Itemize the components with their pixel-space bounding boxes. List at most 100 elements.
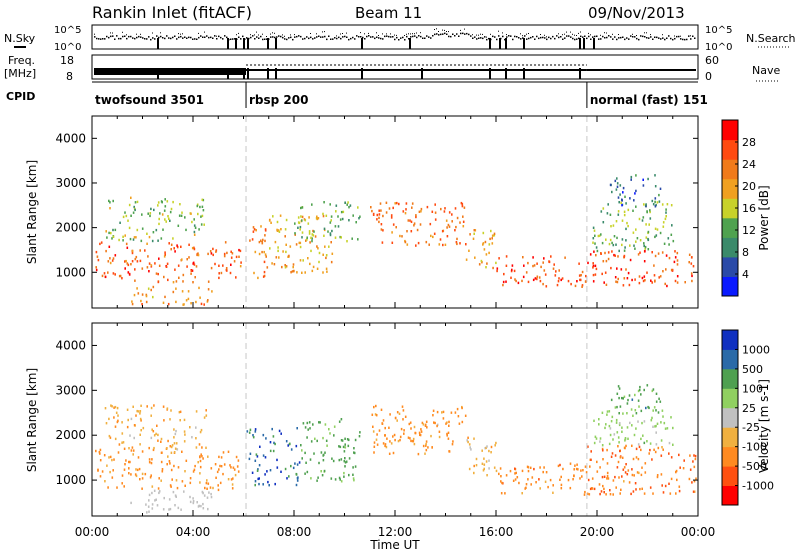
data-cell bbox=[173, 464, 175, 468]
data-cell bbox=[116, 406, 119, 410]
data-cell bbox=[104, 275, 107, 279]
data-cell bbox=[558, 277, 560, 280]
data-cell bbox=[297, 226, 299, 229]
data-cell bbox=[533, 467, 535, 471]
y-tick-label: 3000 bbox=[55, 176, 86, 190]
data-cell bbox=[564, 256, 566, 259]
data-cell bbox=[589, 465, 591, 468]
noise-sky-point bbox=[582, 36, 584, 38]
noise-sky-point bbox=[374, 37, 376, 40]
data-cell bbox=[636, 471, 639, 474]
data-cell bbox=[210, 266, 213, 270]
noise-sky-point bbox=[256, 36, 258, 38]
noise-search-point bbox=[570, 31, 571, 33]
data-cell bbox=[532, 264, 534, 268]
noise-search-point bbox=[390, 33, 391, 35]
data-cell bbox=[142, 426, 145, 430]
data-cell bbox=[310, 249, 312, 253]
noise-sky-point bbox=[116, 35, 118, 37]
data-cell bbox=[285, 218, 288, 222]
data-cell bbox=[206, 487, 208, 490]
noise-search-point bbox=[506, 34, 507, 36]
data-cell bbox=[559, 463, 561, 467]
data-cell bbox=[637, 443, 640, 446]
data-cell bbox=[671, 224, 673, 227]
data-cell bbox=[305, 461, 307, 464]
data-cell bbox=[234, 473, 237, 477]
data-cell bbox=[202, 209, 205, 212]
noise-search-point bbox=[342, 33, 343, 34]
data-cell bbox=[301, 206, 304, 209]
data-cell bbox=[635, 205, 637, 208]
noise-search-point bbox=[178, 33, 179, 35]
data-cell bbox=[309, 241, 311, 244]
noise-search-point bbox=[502, 32, 503, 34]
data-cell bbox=[117, 414, 119, 417]
data-cell bbox=[331, 229, 333, 233]
data-cell bbox=[134, 208, 136, 212]
power-colorbar-label: Power [dB] bbox=[757, 185, 771, 250]
data-cell bbox=[445, 219, 448, 222]
noise-sky-point bbox=[218, 35, 220, 38]
data-cell bbox=[468, 467, 471, 471]
colorbar-swatch bbox=[722, 485, 738, 506]
noise-sky-point bbox=[326, 38, 328, 41]
data-cell bbox=[113, 416, 115, 419]
data-cell bbox=[354, 465, 357, 468]
data-cell bbox=[230, 478, 233, 481]
data-cell bbox=[526, 465, 529, 468]
noise-sky-point bbox=[360, 36, 362, 38]
data-cell bbox=[382, 229, 384, 232]
data-cell bbox=[278, 230, 281, 233]
data-cell bbox=[207, 507, 209, 511]
data-cell bbox=[456, 237, 458, 241]
data-cell bbox=[340, 480, 343, 483]
data-cell bbox=[644, 279, 646, 282]
noise-sky-point bbox=[456, 33, 458, 35]
noise-sky-point bbox=[288, 37, 290, 39]
noise-sky-point bbox=[140, 36, 142, 38]
data-cell bbox=[652, 425, 654, 428]
data-cell bbox=[378, 429, 381, 432]
data-cell bbox=[284, 467, 287, 471]
noise-sky-point bbox=[676, 35, 678, 38]
data-cell bbox=[426, 205, 429, 209]
data-cell bbox=[632, 414, 634, 417]
data-cell bbox=[153, 208, 155, 212]
data-cell bbox=[401, 235, 403, 238]
data-cell bbox=[318, 251, 321, 255]
data-cell bbox=[129, 460, 131, 464]
noise-sky-point bbox=[274, 36, 276, 39]
data-cell bbox=[380, 408, 383, 411]
colorbar-swatch bbox=[722, 276, 738, 297]
data-cell bbox=[284, 235, 286, 238]
data-cell bbox=[170, 451, 173, 454]
data-cell bbox=[601, 447, 604, 451]
noise-search-point bbox=[600, 34, 601, 36]
noise-search-point bbox=[382, 33, 383, 35]
data-cell bbox=[151, 428, 153, 431]
data-cell bbox=[304, 426, 307, 429]
noise-sky-point bbox=[152, 37, 154, 39]
data-cell bbox=[556, 283, 559, 287]
data-cell bbox=[200, 453, 202, 456]
data-cell bbox=[106, 236, 108, 239]
data-cell bbox=[355, 221, 357, 224]
data-cell bbox=[490, 451, 492, 454]
data-cell bbox=[578, 274, 581, 277]
data-cell bbox=[446, 226, 448, 229]
data-cell bbox=[196, 203, 199, 206]
data-cell bbox=[162, 301, 165, 304]
noise-sky-point bbox=[266, 38, 268, 40]
data-cell bbox=[269, 449, 272, 453]
noise-sky-point bbox=[636, 37, 638, 40]
noise-search-point bbox=[606, 32, 607, 34]
data-cell bbox=[207, 482, 210, 485]
data-cell bbox=[113, 458, 115, 461]
data-cell bbox=[415, 214, 417, 217]
data-cell bbox=[493, 234, 496, 237]
noise-sky-point bbox=[354, 38, 356, 40]
noise-sky-point bbox=[96, 37, 98, 40]
noise-search-point bbox=[520, 33, 521, 35]
